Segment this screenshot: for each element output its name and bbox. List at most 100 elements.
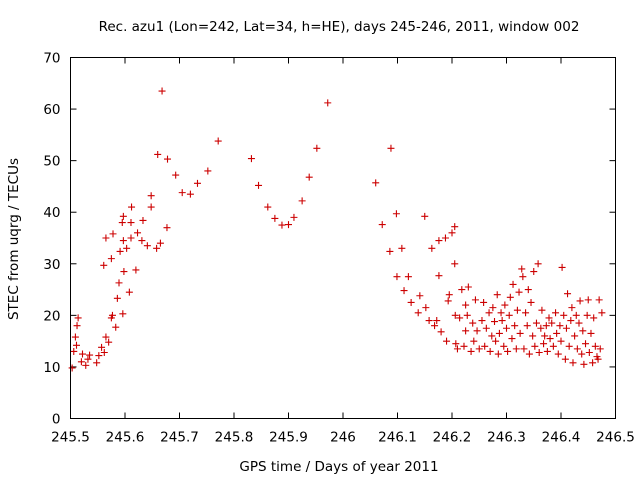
data-point [70, 347, 78, 355]
data-points [68, 87, 606, 372]
data-point [579, 327, 587, 335]
data-point [153, 244, 161, 252]
data-point [278, 221, 286, 229]
y-tick-label: 20 [43, 308, 60, 324]
data-point [452, 340, 460, 348]
data-point [164, 155, 172, 163]
data-point [156, 239, 164, 247]
data-point [516, 329, 524, 337]
data-point [451, 260, 459, 268]
data-point [95, 352, 103, 360]
data-point [128, 203, 136, 211]
data-point [107, 255, 115, 263]
x-tick-label: 245.8 [215, 430, 254, 446]
data-point [556, 322, 564, 330]
data-point [386, 247, 394, 255]
data-point [560, 311, 568, 319]
data-point [594, 355, 602, 363]
data-point [530, 268, 538, 276]
data-point [138, 237, 146, 245]
data-point [525, 350, 533, 358]
data-point [531, 342, 539, 350]
data-point [580, 360, 588, 368]
data-point [78, 350, 86, 358]
x-tick-label: 245.9 [269, 430, 308, 446]
data-point [519, 273, 527, 281]
data-point [494, 350, 502, 358]
y-tick-label: 70 [43, 51, 60, 67]
data-point [435, 272, 443, 280]
data-point [460, 342, 468, 350]
data-point [139, 216, 147, 224]
y-tick-label: 30 [43, 257, 60, 273]
data-point [567, 317, 575, 325]
data-point [456, 314, 464, 322]
data-point [77, 358, 85, 366]
data-point [590, 314, 598, 322]
data-point [74, 314, 82, 322]
data-point [538, 306, 546, 314]
data-point [591, 342, 599, 350]
data-point [271, 214, 279, 222]
data-point [435, 237, 443, 245]
data-point [378, 221, 386, 229]
data-point [546, 335, 554, 343]
x-tick-label: 246.1 [378, 430, 417, 446]
data-point [112, 323, 120, 331]
data-point [425, 317, 433, 325]
data-point [186, 190, 194, 198]
data-point [541, 332, 549, 340]
data-point [512, 345, 520, 353]
data-point [118, 219, 126, 227]
data-point [100, 261, 108, 269]
data-point [585, 348, 593, 356]
data-point [119, 237, 127, 245]
data-point [453, 345, 461, 353]
data-point [527, 298, 535, 306]
data-point [545, 314, 553, 322]
data-point [73, 322, 81, 330]
data-point [506, 293, 514, 301]
data-point [515, 288, 523, 296]
data-point [404, 273, 412, 281]
data-point [443, 337, 451, 345]
data-point [571, 332, 579, 340]
data-point [134, 229, 142, 237]
data-point [214, 137, 222, 145]
data-point [119, 212, 127, 220]
data-point [445, 291, 453, 299]
data-point [147, 203, 155, 211]
data-point [576, 297, 584, 305]
data-point [98, 343, 106, 351]
data-point [572, 311, 580, 319]
data-point [486, 347, 494, 355]
data-point [147, 192, 155, 200]
data-point [143, 242, 151, 250]
data-point [428, 244, 436, 252]
data-point [470, 337, 478, 345]
data-point [68, 364, 76, 372]
data-point [523, 322, 531, 330]
data-point [495, 329, 503, 337]
data-point [485, 309, 493, 317]
data-point [583, 311, 591, 319]
data-point [407, 298, 415, 306]
data-point [497, 309, 505, 317]
x-tick-label: 246.2 [433, 430, 472, 446]
data-point [535, 348, 543, 356]
data-point [503, 324, 510, 332]
data-point [127, 234, 135, 242]
data-point [475, 345, 483, 353]
x-tick-label: 246.4 [542, 430, 581, 446]
data-point [100, 348, 108, 356]
data-point [534, 260, 542, 268]
data-point [469, 319, 477, 327]
data-point [564, 290, 572, 298]
data-point [584, 296, 592, 304]
data-point [84, 355, 92, 363]
data-point [431, 322, 439, 330]
data-point [573, 345, 581, 353]
data-point [264, 203, 272, 211]
data-point [72, 341, 80, 349]
data-point [509, 280, 517, 288]
